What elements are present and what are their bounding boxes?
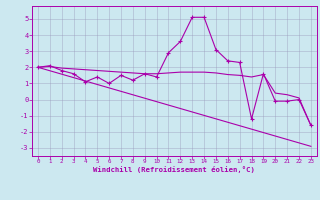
X-axis label: Windchill (Refroidissement éolien,°C): Windchill (Refroidissement éolien,°C): [93, 166, 255, 173]
